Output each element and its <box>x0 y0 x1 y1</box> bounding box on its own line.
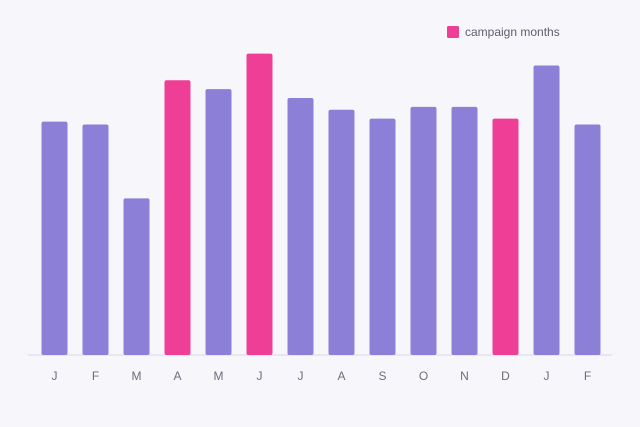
bar-group <box>41 53 601 356</box>
bar-13 <box>574 124 601 355</box>
x-tick-label: F <box>92 369 99 383</box>
x-tick-label: A <box>173 369 181 383</box>
bar-6 <box>287 97 314 356</box>
bar-10 <box>451 106 478 356</box>
bar-9 <box>410 106 437 356</box>
bar-3 <box>164 80 191 356</box>
x-tick-label: J <box>544 369 550 383</box>
bar-5 <box>246 53 273 356</box>
bar-7 <box>328 109 355 355</box>
x-tick-label: J <box>257 369 263 383</box>
x-tick-label: M <box>132 369 142 383</box>
x-tick-label: N <box>460 369 469 383</box>
legend-label: campaign months <box>465 25 560 39</box>
bar-0 <box>41 121 68 355</box>
bar-1 <box>82 124 109 355</box>
bar-4 <box>205 89 232 355</box>
x-tick-label: M <box>214 369 224 383</box>
legend: campaign months <box>447 25 560 39</box>
x-tick-label: A <box>337 369 345 383</box>
x-tick-label: O <box>419 369 428 383</box>
x-tick-label: J <box>52 369 58 383</box>
x-tick-label: J <box>298 369 304 383</box>
bar-2 <box>123 198 150 355</box>
bar-11 <box>492 118 519 356</box>
legend-swatch <box>447 26 459 38</box>
bar-12 <box>533 65 560 356</box>
x-tick-label: S <box>378 369 386 383</box>
x-tick-label: F <box>584 369 591 383</box>
bar-8 <box>369 118 396 356</box>
x-tick-label: D <box>501 369 510 383</box>
